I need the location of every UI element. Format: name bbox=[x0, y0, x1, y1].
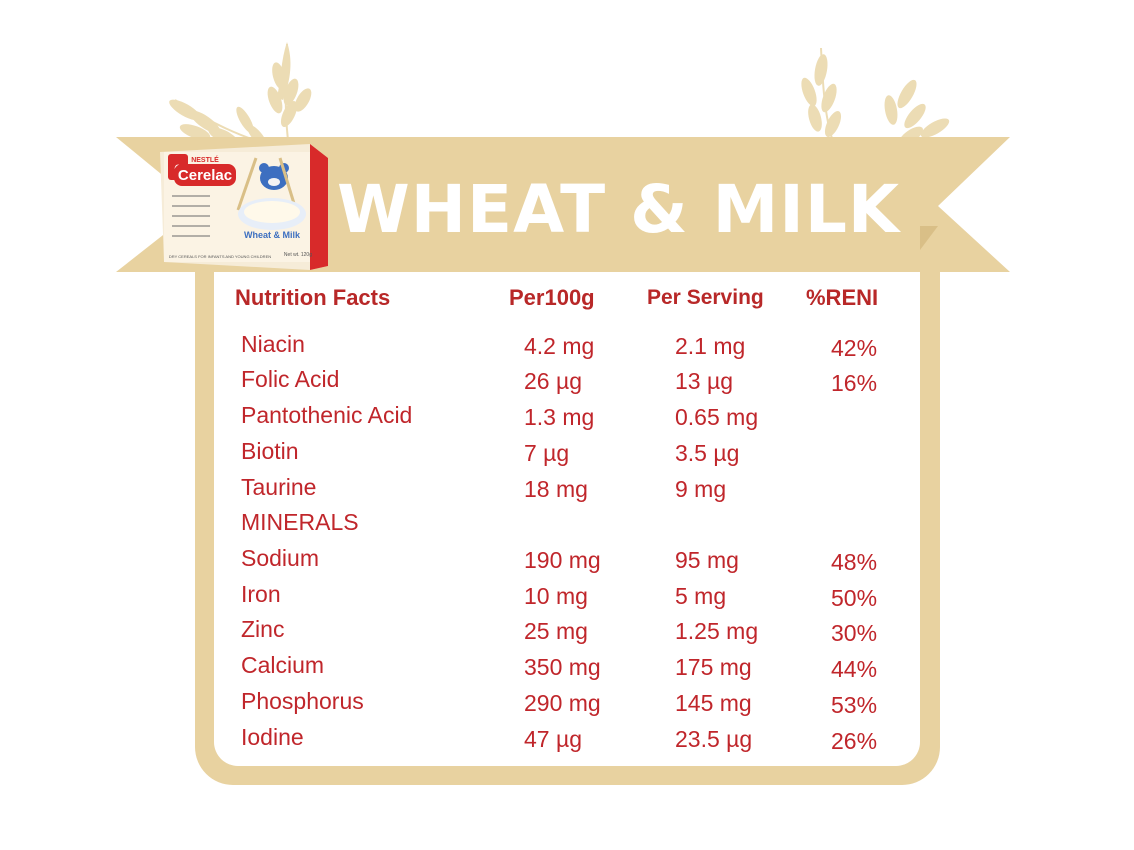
per-serving-value: 95 mg bbox=[675, 547, 739, 573]
table-row: Taurine 18 mg 9 mg bbox=[0, 472, 1134, 508]
nutrient-name: Taurine bbox=[241, 474, 317, 500]
per100g-value: 190 mg bbox=[524, 547, 601, 573]
reni-value: 53% bbox=[831, 692, 878, 718]
reni-value: 48% bbox=[831, 549, 878, 575]
per-serving-value: 9 mg bbox=[675, 476, 727, 502]
per100g-value: 1.3 mg bbox=[524, 404, 595, 430]
reni-value: 50% bbox=[831, 585, 878, 611]
per100g-value: 18 mg bbox=[524, 476, 588, 502]
nutrient-name: Sodium bbox=[241, 545, 319, 571]
table-row: Phosphorus 290 mg 145 mg 53% bbox=[0, 686, 1134, 722]
per100g-value: 26 µg bbox=[524, 368, 583, 394]
per100g-value: 25 mg bbox=[524, 618, 588, 644]
header-per100g: Per100g bbox=[509, 285, 595, 310]
nutrient-name: Biotin bbox=[241, 438, 299, 464]
reni-value: 44% bbox=[831, 656, 878, 682]
per100g-value: 4.2 mg bbox=[524, 333, 595, 359]
nutrient-name: Phosphorus bbox=[241, 688, 364, 714]
per100g-value: 7 µg bbox=[524, 440, 570, 466]
svg-text:DRY CEREALS FOR INFANTS AND YO: DRY CEREALS FOR INFANTS AND YOUNG CHILDR… bbox=[169, 254, 271, 259]
table-row: Niacin 4.2 mg 2.1 mg 42% bbox=[0, 329, 1134, 365]
per-serving-value: 175 mg bbox=[675, 654, 752, 680]
header-nutrition-facts: Nutrition Facts bbox=[235, 285, 391, 310]
per100g-value: 350 mg bbox=[524, 654, 601, 680]
per100g-value: 10 mg bbox=[524, 583, 588, 609]
table-row: Iron 10 mg 5 mg 50% bbox=[0, 579, 1134, 615]
per100g-value: 290 mg bbox=[524, 690, 601, 716]
table-row: Pantothenic Acid 1.3 mg 0.65 mg bbox=[0, 400, 1134, 436]
section-label-minerals: MINERALS bbox=[241, 509, 359, 535]
per-serving-value: 145 mg bbox=[675, 690, 752, 716]
nutrient-name: Niacin bbox=[241, 331, 305, 357]
header-per-serving: Per Serving bbox=[647, 286, 764, 309]
table-row: Folic Acid 26 µg 13 µg 16% bbox=[0, 364, 1134, 400]
per-serving-value: 3.5 µg bbox=[675, 440, 740, 466]
per-serving-value: 0.65 mg bbox=[675, 404, 759, 430]
per-serving-value: 2.1 mg bbox=[675, 333, 746, 359]
svg-text:Net wt. 120g: Net wt. 120g bbox=[284, 252, 312, 258]
nutrition-card-body bbox=[214, 222, 920, 766]
per-serving-value: 5 mg bbox=[675, 583, 727, 609]
svg-text:Cerelac: Cerelac bbox=[178, 167, 232, 184]
per-serving-value: 23.5 µg bbox=[675, 726, 753, 752]
reni-value: 16% bbox=[831, 370, 878, 396]
table-row: MINERALS bbox=[0, 507, 1134, 543]
reni-value: 26% bbox=[831, 728, 878, 754]
cerelac-product-box: 6 Cerelac NESTLÉ Wheat & Milk Net wt. 12… bbox=[160, 144, 328, 270]
header-reni: %RENI bbox=[806, 285, 879, 310]
table-row: Sodium 190 mg 95 mg 48% bbox=[0, 543, 1134, 579]
nutrient-name: Iodine bbox=[241, 724, 304, 750]
table-row: Calcium 350 mg 175 mg 44% bbox=[0, 650, 1134, 686]
reni-value: 42% bbox=[831, 335, 878, 361]
svg-text:Wheat & Milk: Wheat & Milk bbox=[244, 230, 301, 240]
nutrient-name: Folic Acid bbox=[241, 366, 340, 392]
nutrient-name: Pantothenic Acid bbox=[241, 402, 413, 428]
table-row: Biotin 7 µg 3.5 µg bbox=[0, 436, 1134, 472]
nutrient-name: Calcium bbox=[241, 652, 325, 678]
per-serving-value: 1.25 mg bbox=[675, 618, 759, 644]
nutrient-name: Iron bbox=[241, 581, 281, 607]
table-row: Iodine 47 µg 23.5 µg 26% bbox=[0, 722, 1134, 758]
banner-title: WHEAT & MILK bbox=[337, 171, 901, 248]
nutrient-name: Zinc bbox=[241, 616, 285, 642]
per100g-value: 47 µg bbox=[524, 726, 583, 752]
per-serving-value: 13 µg bbox=[675, 368, 734, 394]
svg-text:NESTLÉ: NESTLÉ bbox=[191, 155, 219, 164]
reni-value: 30% bbox=[831, 620, 878, 646]
table-row: Zinc 25 mg 1.25 mg 30% bbox=[0, 614, 1134, 650]
